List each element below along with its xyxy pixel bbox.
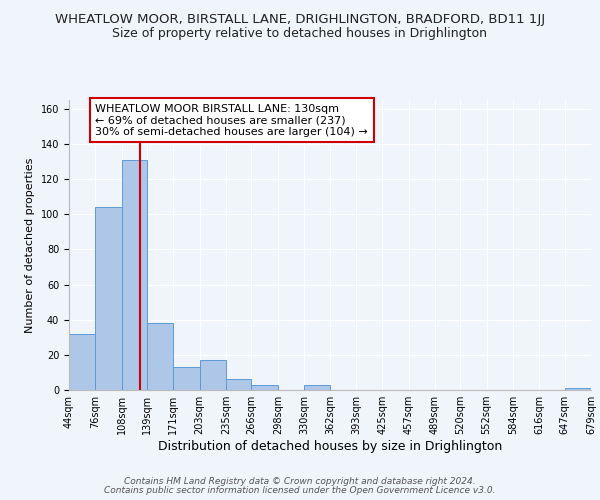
Bar [200, 360, 226, 390]
Text: Contains public sector information licensed under the Open Government Licence v3: Contains public sector information licen… [104, 486, 496, 495]
Text: WHEATLOW MOOR, BIRSTALL LANE, DRIGHLINGTON, BRADFORD, BD11 1JJ: WHEATLOW MOOR, BIRSTALL LANE, DRIGHLINGT… [55, 12, 545, 26]
Bar [147, 323, 173, 390]
Text: Contains HM Land Registry data © Crown copyright and database right 2024.: Contains HM Land Registry data © Crown c… [124, 477, 476, 486]
Y-axis label: Number of detached properties: Number of detached properties [25, 158, 35, 332]
Bar [173, 367, 200, 390]
X-axis label: Distribution of detached houses by size in Drighlington: Distribution of detached houses by size … [158, 440, 502, 453]
Bar [565, 388, 591, 390]
Bar [122, 160, 147, 390]
Bar [69, 334, 95, 390]
Bar [251, 384, 278, 390]
Bar [226, 380, 251, 390]
Text: WHEATLOW MOOR BIRSTALL LANE: 130sqm
← 69% of detached houses are smaller (237)
3: WHEATLOW MOOR BIRSTALL LANE: 130sqm ← 69… [95, 104, 368, 136]
Bar [304, 384, 331, 390]
Text: Size of property relative to detached houses in Drighlington: Size of property relative to detached ho… [113, 28, 487, 40]
Bar [95, 207, 122, 390]
